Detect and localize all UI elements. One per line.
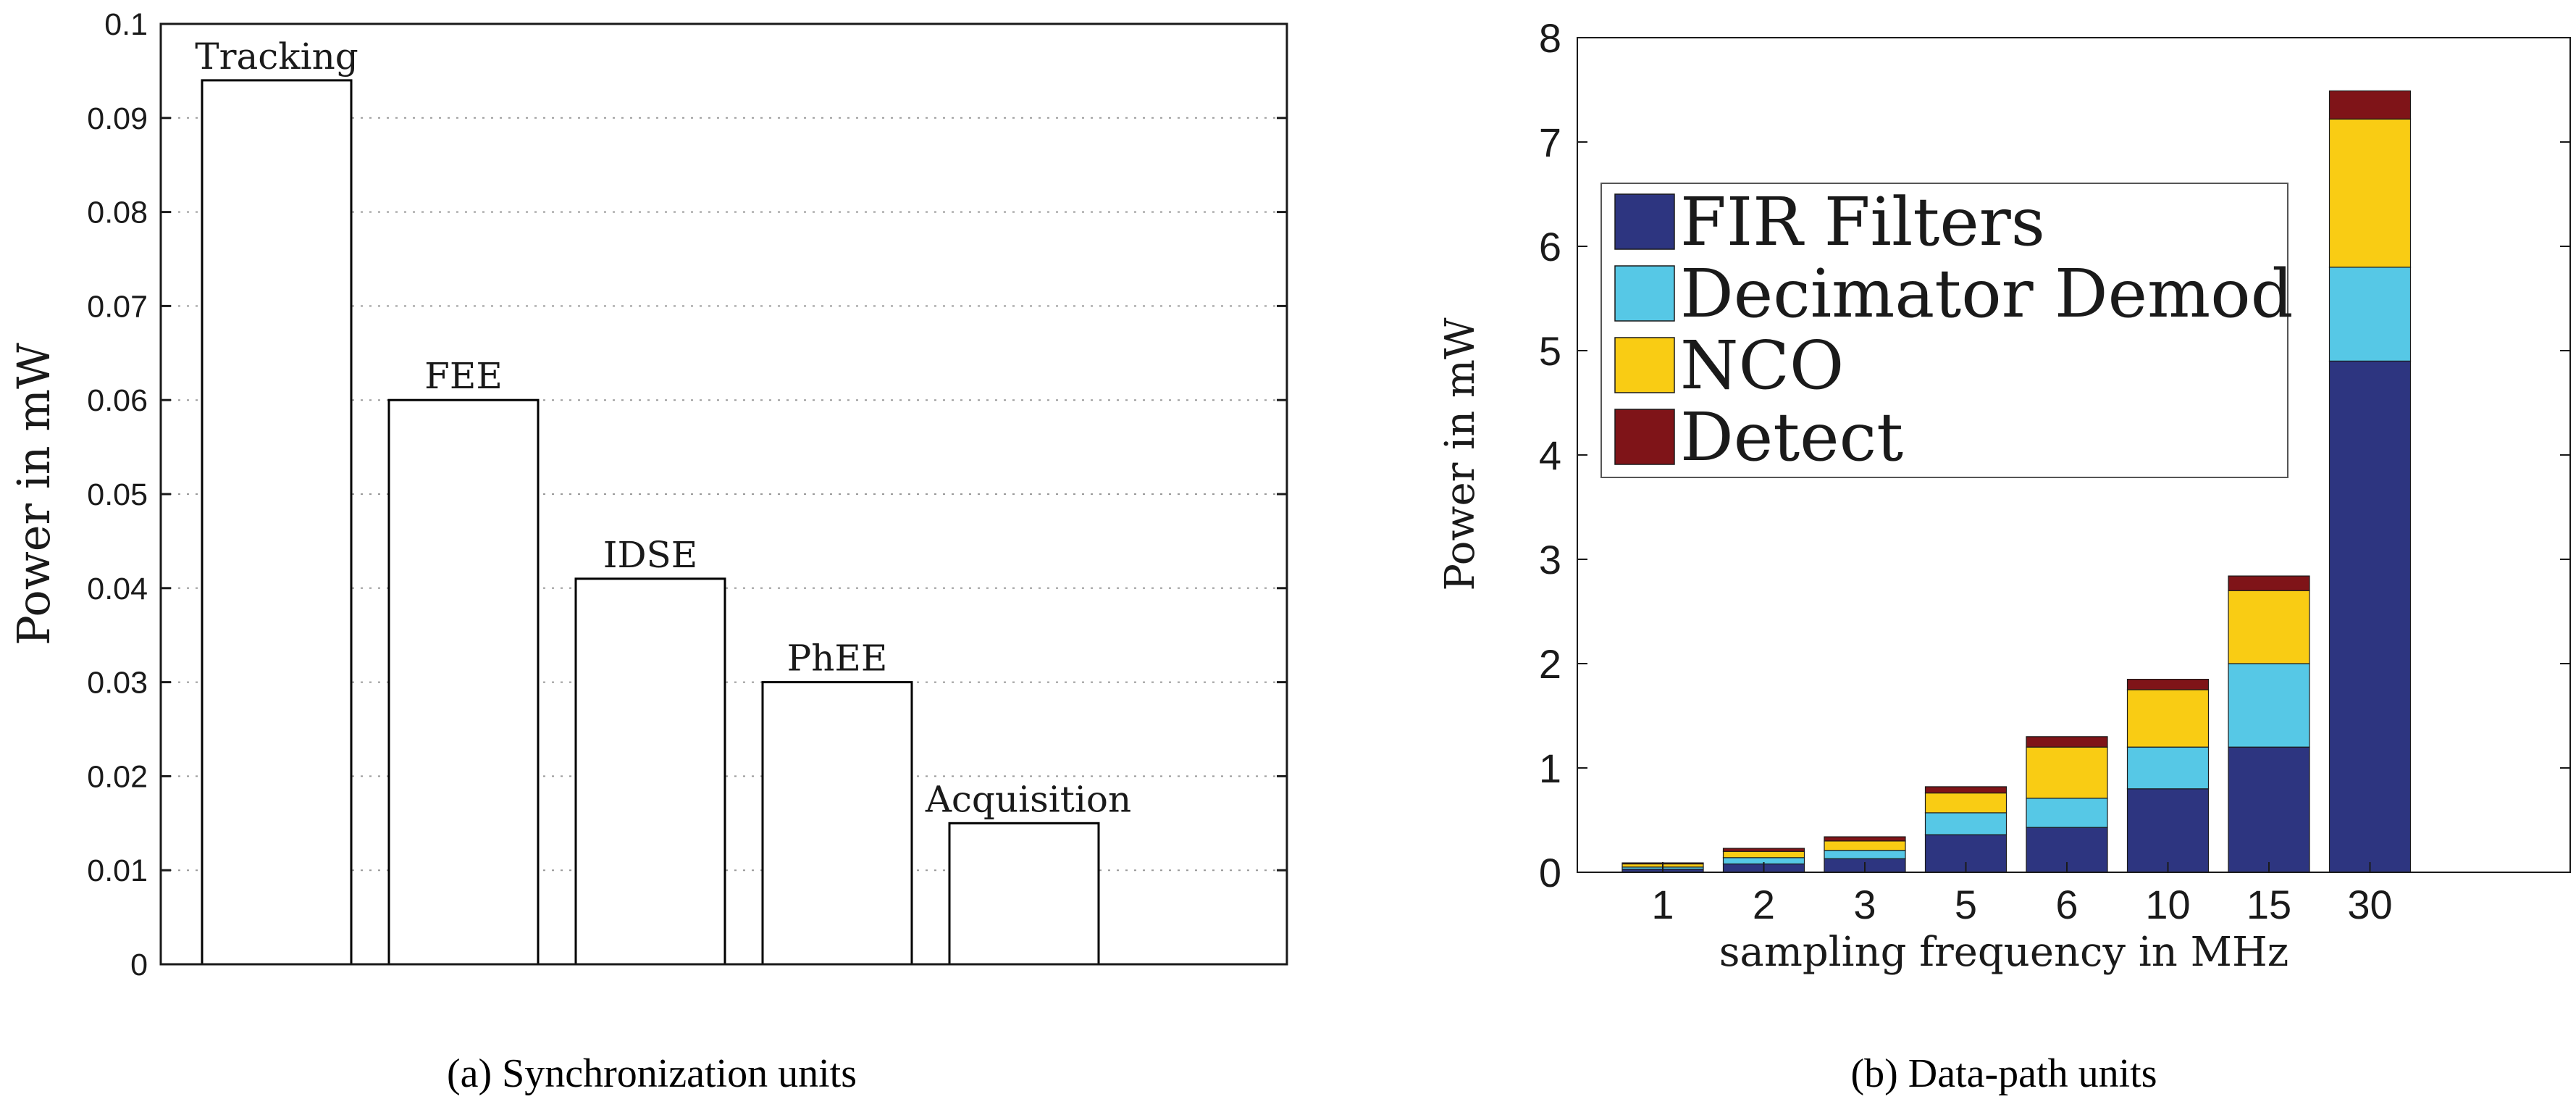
chart-b-bar-segment <box>2126 746 2210 790</box>
chart-a-y-tick-label: 0.04 <box>87 572 148 606</box>
chart-b-bar-segment <box>2026 746 2108 799</box>
chart-a-bar-label: Tracking <box>195 35 358 78</box>
chart-b-bar-segment <box>1924 786 2007 794</box>
chart-b-y-axis-title: Power in mW <box>1437 317 1484 591</box>
chart-b-y-tick-label: 0 <box>1539 850 1561 895</box>
chart-a-bar-label: IDSE <box>603 534 698 576</box>
chart-a-y-tick-label: 0.05 <box>87 477 148 512</box>
chart-b-bar-segment <box>2126 678 2210 690</box>
chart-a-bar <box>948 822 1100 966</box>
chart-a-bars <box>201 79 1100 966</box>
chart-b-legend-swatch <box>1614 193 1675 250</box>
chart-b-y-tick-label: 5 <box>1539 328 1561 374</box>
chart-a-y-tick-label: 0.1 <box>104 7 148 42</box>
chart-a-bar-label: PhEE <box>787 638 888 680</box>
chart-b-y-tick-label: 8 <box>1539 15 1561 61</box>
chart-b-legend-swatch <box>1614 337 1675 393</box>
chart-a-y-tick-label: 0.03 <box>87 666 148 701</box>
chart-b-x-tick-label: 2 <box>1753 882 1775 927</box>
chart-a-y-ticks: 0 0.01 0.02 0.03 0.04 0.05 0.06 0.07 0.08 0.09 0.1 <box>87 7 1287 982</box>
chart-b-bars <box>1621 90 2412 873</box>
chart-b-bar-segment <box>1924 792 2007 814</box>
chart-b-bar-segment <box>1824 840 1906 851</box>
chart-b-bar-segment <box>2228 590 2310 664</box>
chart-a-bar-labels: Tracking FEE IDSE PhEE Acquisition <box>195 35 1131 820</box>
chart-a-y-tick-label: 0.01 <box>87 853 148 888</box>
chart-b-bar-segment <box>2328 118 2412 268</box>
chart-b-bar-segment <box>2026 798 2108 828</box>
chart-a-y-tick-label: 0 <box>130 948 148 982</box>
chart-a-y-tick-label: 0.06 <box>87 383 148 418</box>
chart-a-bar <box>761 681 913 966</box>
chart-a-caption: (a) Synchronization units <box>447 1051 857 1096</box>
chart-b-y-tick-label: 1 <box>1539 745 1561 791</box>
chart-b-x-tick-label: 3 <box>1853 882 1876 927</box>
chart-b-bar-segment <box>2328 90 2412 120</box>
chart-a-bar <box>387 398 540 966</box>
chart-b-bar-segment <box>2228 575 2310 591</box>
chart-b-x-tick-label: 30 <box>2347 882 2392 927</box>
chart-b-legend-label: Detect <box>1680 398 1903 476</box>
chart-b-bar-segment <box>1924 812 2007 835</box>
chart-b-x-tick-label: 6 <box>2055 882 2078 927</box>
chart-b-x-tick-label: 15 <box>2246 882 2291 927</box>
chart-b-x-tick-label: 10 <box>2145 882 2190 927</box>
chart-a-bar-label: FEE <box>424 355 503 397</box>
chart-b: 0 1 2 3 4 5 6 7 8 1 2 3 5 6 10 15 30 Power in mW sampli… <box>1437 15 2571 1096</box>
chart-a: Tracking FEE IDSE PhEE Acquisition 0 0.01 0.02… <box>7 7 1288 1096</box>
chart-a-y-tick-label: 0.08 <box>87 196 148 230</box>
chart-a-bar <box>574 577 726 966</box>
chart-b-y-tick-label: 6 <box>1539 224 1561 270</box>
chart-b-bar-segment <box>2228 663 2310 748</box>
chart-b-bar-segment <box>1722 851 1805 859</box>
chart-b-caption: (b) Data-path units <box>1851 1051 2157 1096</box>
chart-b-bar-segment <box>2126 689 2210 748</box>
chart-b-bar-segment <box>2026 736 2108 748</box>
chart-b-legend-swatch <box>1614 265 1675 322</box>
chart-b-x-tick-label: 5 <box>1955 882 1977 927</box>
chart-b-bar-segment <box>2328 360 2412 873</box>
chart-a-y-tick-label: 0.07 <box>87 289 148 324</box>
chart-b-bar-segment <box>1824 850 1906 859</box>
chart-a-y-axis-title: Power in mW <box>7 343 60 646</box>
chart-b-bar-segment <box>1824 836 1906 842</box>
chart-b-y-tick-label: 7 <box>1539 120 1561 165</box>
chart-a-y-tick-label: 0.02 <box>87 759 148 794</box>
chart-b-y-tick-label: 3 <box>1539 537 1561 582</box>
chart-b-y-tick-label: 2 <box>1539 641 1561 687</box>
chart-b-y-ticks: 0 1 2 3 4 5 6 7 8 <box>1539 15 2570 895</box>
chart-b-legend-box <box>1600 183 2288 478</box>
chart-b-bar-segment <box>2228 746 2310 873</box>
chart-a-bar-label: Acquisition <box>925 778 1131 820</box>
chart-a-bar <box>201 79 353 966</box>
chart-b-bar-segment <box>2328 267 2412 362</box>
chart-b-y-tick-label: 4 <box>1539 433 1561 478</box>
chart-b-legend-label: FIR Filters <box>1680 183 2045 261</box>
chart-b-legend-label: Decimator Demod <box>1680 255 2294 333</box>
chart-b-legend-swatch <box>1614 409 1675 465</box>
chart-b-legend-label: NCO <box>1680 327 1844 404</box>
chart-b-x-tick-label: 1 <box>1651 882 1674 927</box>
chart-b-bar-segment <box>1722 848 1805 852</box>
chart-b-bar-segment <box>2126 788 2210 873</box>
chart-b-x-axis-title: sampling frequency in MHz <box>1719 929 2289 976</box>
chart-a-y-tick-label: 0.09 <box>87 101 148 136</box>
chart-b-x-ticks: 1 2 3 5 6 10 15 30 <box>1651 862 2393 927</box>
